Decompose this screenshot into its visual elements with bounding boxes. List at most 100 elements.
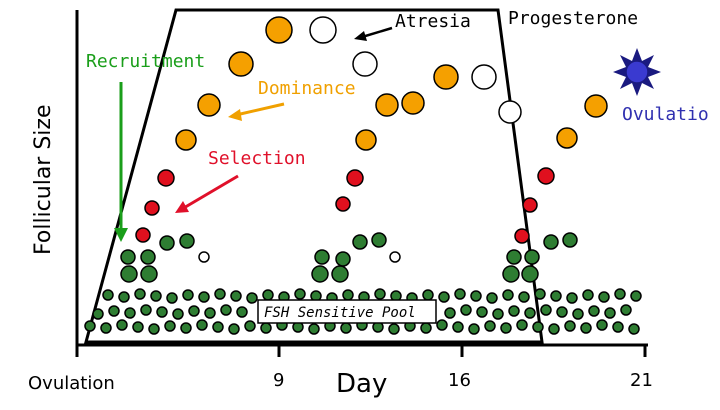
x-axis-label: Day [336,369,387,399]
y-axis-label: Follicular Size [31,105,56,256]
dominant-follicle [375,93,399,117]
pool-follicle [100,322,112,334]
pool-follicle [214,288,226,300]
pool-follicle [262,289,274,301]
selected-follicle [346,169,364,187]
growing-follicle [311,265,329,283]
pool-follicle [204,307,216,319]
pool-follicle [196,319,208,331]
recruitment-arrow-head [114,228,128,242]
dominant-follicle [265,16,293,44]
pool-follicle [180,322,192,334]
growing-follicle [120,265,138,283]
dominant-follicle [401,91,425,115]
follicle-waves [120,16,608,283]
pool-follicle [468,323,480,335]
pool-follicle [540,304,552,316]
tick-label-9: 9 [273,370,284,391]
selected-follicle [522,197,538,213]
pool-follicle [236,306,248,318]
pool-follicle [532,321,544,333]
atretic-follicle [309,16,337,44]
progesterone-label: Progesterone [508,8,638,29]
selected-follicle [514,228,530,244]
pool-follicle [444,307,456,319]
pool-follicle [198,291,210,303]
pool-follicle [422,289,434,301]
selected-follicle [157,169,175,187]
pool-follicle [564,320,576,332]
growing-follicle [331,265,349,283]
selected-follicle [335,196,351,212]
pool-follicle [134,288,146,300]
pool-follicle [148,323,160,335]
pool-follicle [188,305,200,317]
pool-follicle [166,292,178,304]
growing-follicle [524,249,540,265]
pool-follicle [620,304,632,316]
ovulation-event-label: Ovulatio [622,104,709,125]
recruitment-label: Recruitment [86,51,205,72]
pool-follicle [92,308,104,320]
pool-follicle [228,323,240,335]
pool-follicle [244,320,256,332]
pool-follicle [132,321,144,333]
dominant-follicle [433,64,459,90]
pool-follicle [628,323,640,335]
pool-follicle [230,290,242,302]
pool-follicle [220,304,232,316]
dominant-follicle [228,51,254,77]
pool-follicle [342,289,354,301]
pool-follicle [374,288,386,300]
fsh-pool-label: FSH Sensitive Pool [264,305,416,321]
dominant-follicle [584,94,608,118]
pool-follicle [486,292,498,304]
growing-follicle [159,235,175,251]
growing-follicle [502,265,520,283]
dominant-follicle [175,129,197,151]
pool-follicle [150,290,162,302]
pool-follicle [308,323,320,335]
pool-follicle [596,319,608,331]
pool-follicle [172,308,184,320]
pool-follicle [340,322,352,334]
dominance-arrow-head [228,109,242,121]
selected-follicle [537,167,555,185]
tick-label-16: 16 [448,370,471,391]
growing-follicle [562,232,578,248]
pool-follicle [484,320,496,332]
pool-follicle [582,289,594,301]
pool-follicle [556,306,568,318]
pool-follicle [116,319,128,331]
atretic-follicle [389,251,401,263]
pool-follicle [212,321,224,333]
atretic-follicle [198,251,210,263]
dominant-follicle [355,129,377,151]
pool-follicle [580,322,592,334]
pool-follicle [534,288,546,300]
growing-follicle [120,249,136,265]
pool-follicle [140,304,152,316]
tick-label-ovulation: Ovulation [28,373,115,394]
atretic-follicle [471,64,497,90]
growing-follicle [543,234,559,250]
dominant-follicle [556,127,578,149]
pool-follicle [436,319,448,331]
pool-follicle [460,304,472,316]
pool-follicle [524,307,536,319]
pool-follicle [500,322,512,334]
selection-arrow [181,174,239,211]
pool-follicle [108,305,120,317]
pool-follicle [124,307,136,319]
pool-follicle [614,288,626,300]
growing-follicle [335,251,351,267]
selected-follicle [135,227,151,243]
pool-follicle [294,288,306,300]
pool-follicle [438,291,450,303]
pool-follicle [84,320,96,332]
pool-follicle [550,290,562,302]
growing-follicle [506,249,522,265]
atretic-follicle [352,51,378,77]
pool-follicle [246,292,258,304]
